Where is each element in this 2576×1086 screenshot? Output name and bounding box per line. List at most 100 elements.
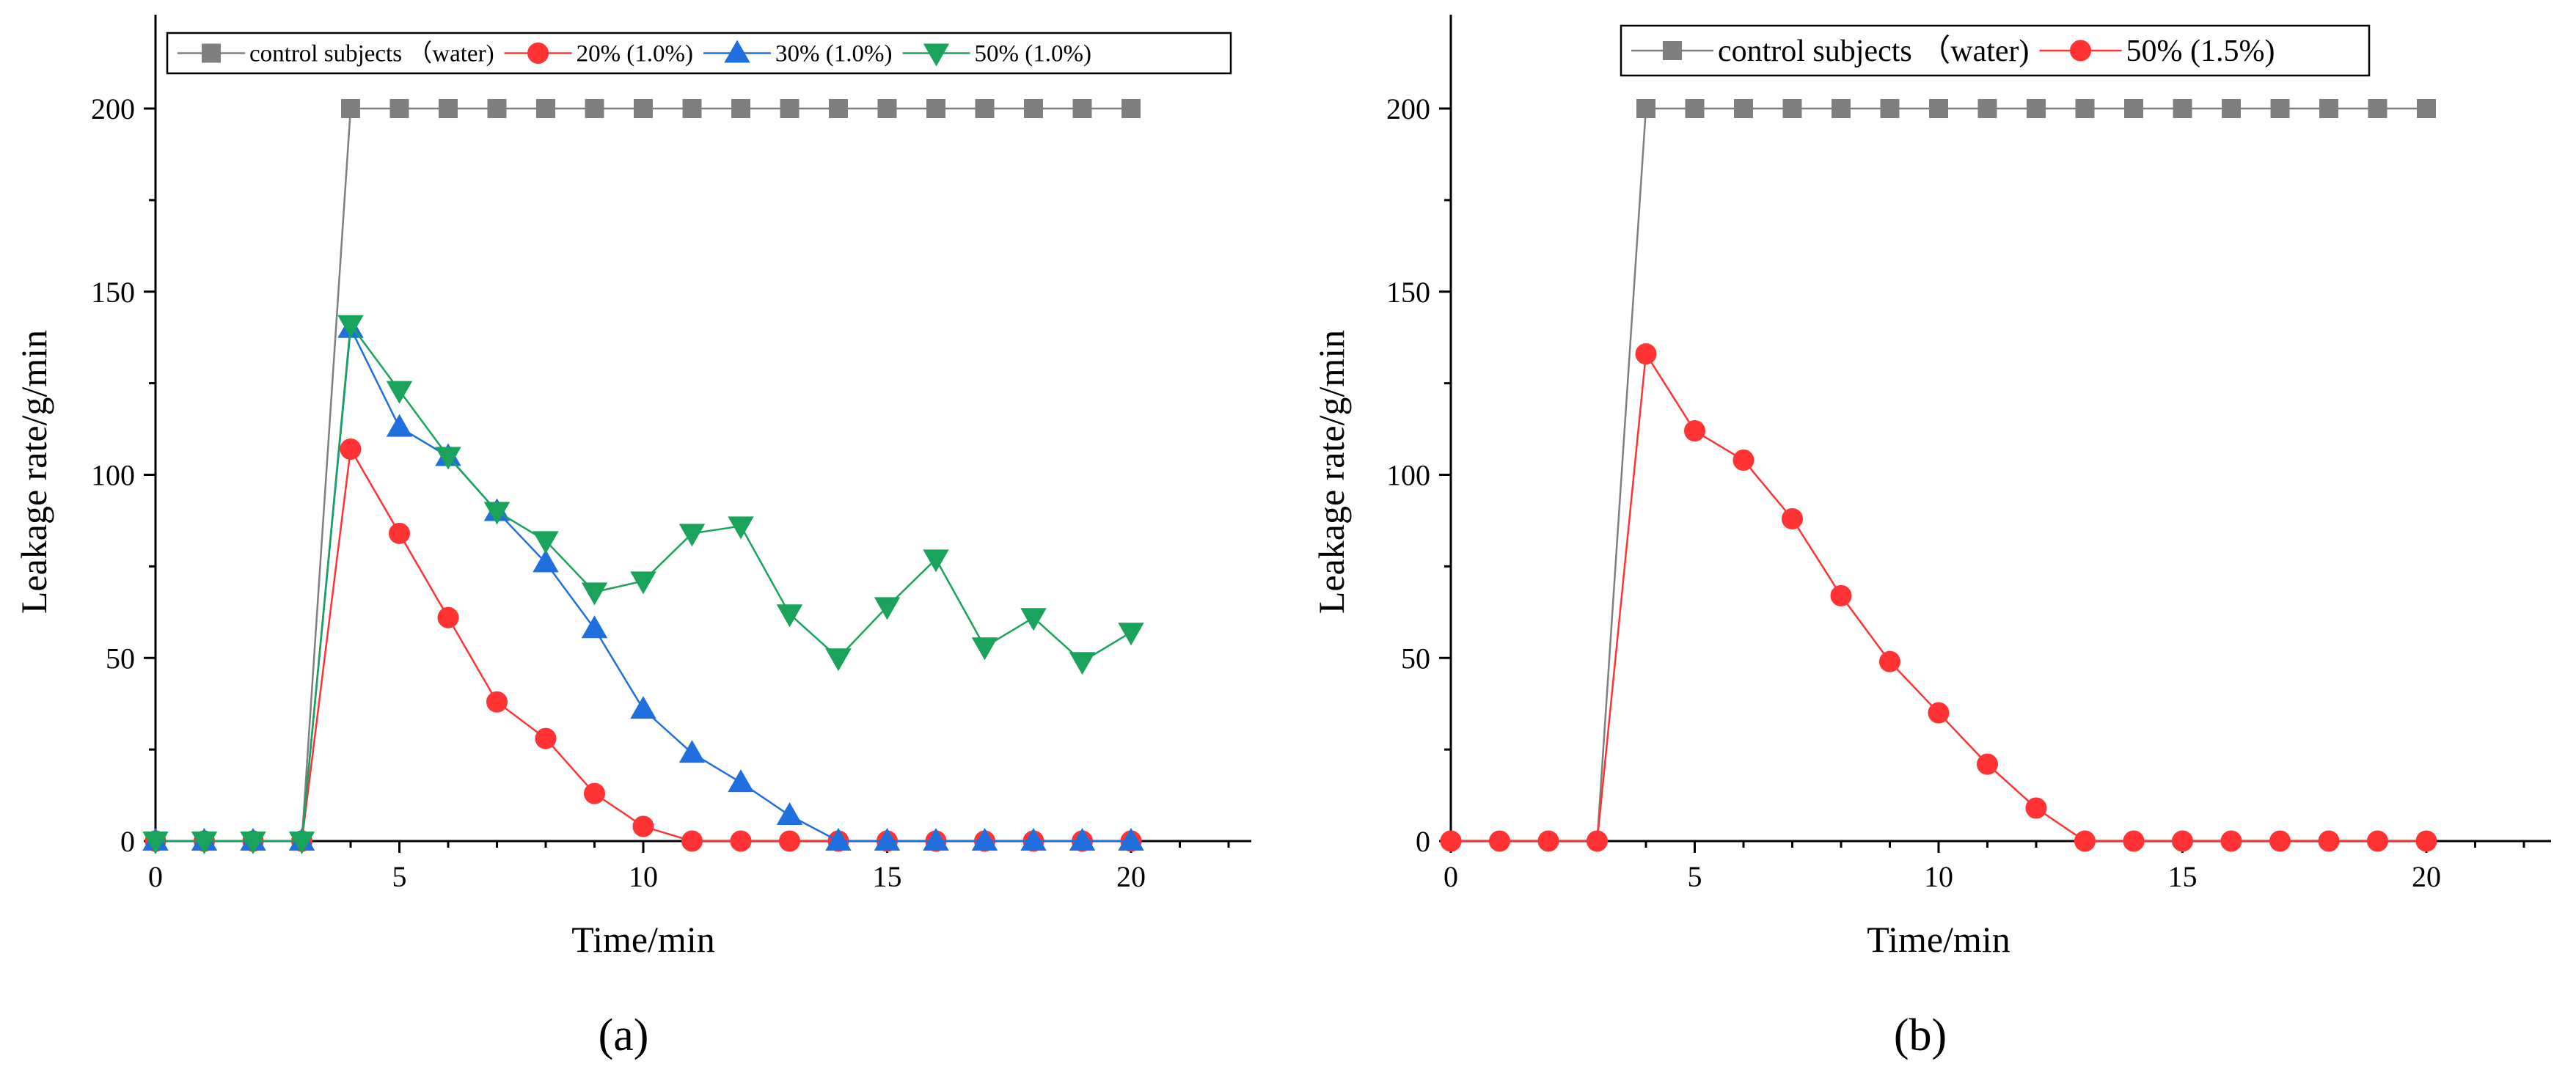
b-data-point (2417, 99, 2436, 118)
b-data-point (2319, 99, 2338, 118)
a-data-point (825, 648, 852, 672)
a-data-point (632, 815, 654, 837)
a-data-point (439, 99, 458, 118)
a-legend-box (166, 32, 1232, 75)
a-data-point (728, 769, 754, 793)
b-data-point (2172, 830, 2193, 852)
b-data-point (2027, 99, 2046, 118)
a-y-tick-label: 50 (106, 642, 135, 675)
a-data-point (678, 524, 706, 547)
b-panel-label: (b) (1894, 1010, 1947, 1060)
a-y-tick-label: 200 (91, 92, 135, 125)
b-data-point (2368, 99, 2387, 118)
a-data-point (1069, 827, 1096, 851)
a-data-point (483, 502, 511, 525)
b-x-tick-label: 5 (1688, 860, 1702, 893)
a-data-point (240, 832, 266, 855)
b-legend-marker (1663, 41, 1682, 60)
b-x-tick-label: 10 (1924, 860, 1953, 893)
a-data-point (971, 637, 998, 661)
a-data-point (288, 832, 315, 855)
a-x-tick-label: 0 (148, 860, 163, 893)
b-data-point (2075, 99, 2095, 118)
a-data-point (389, 522, 410, 544)
a-data-point (585, 99, 604, 118)
b-x-axis-title: Time/min (1867, 919, 2010, 960)
a-legend-marker (724, 40, 750, 63)
a-x-axis-title: Time/min (571, 919, 714, 960)
a-data-point (975, 99, 995, 118)
a-legend-marker (923, 43, 950, 67)
a-data-point (971, 827, 998, 851)
a-y-axis-title: Leakage rate/g/min (13, 330, 54, 614)
b-y-tick-label: 100 (1386, 459, 1430, 492)
a-x-tick-label: 15 (873, 860, 902, 893)
a-data-point (340, 439, 362, 461)
a-y-tick-label: 150 (91, 276, 135, 309)
a-data-point (1020, 827, 1047, 851)
a-data-point (780, 99, 799, 118)
a-data-point (630, 696, 656, 719)
a-data-point (634, 99, 653, 118)
a-data-point (1024, 99, 1043, 118)
a-data-point (581, 582, 608, 606)
b-y-tick-label: 50 (1401, 642, 1430, 675)
a-data-point (337, 315, 364, 338)
a-data-point (923, 549, 949, 573)
a-data-point (776, 604, 803, 628)
b-data-point (1782, 99, 1802, 118)
b-data-point (1635, 343, 1657, 365)
a-data-point (533, 549, 559, 573)
a-data-point (386, 414, 413, 437)
a-data-point (728, 516, 754, 540)
b-legend-marker (2070, 40, 2092, 62)
a-x-tick-label: 20 (1116, 860, 1146, 893)
a-legend-label: 30% (1.0%) (775, 41, 892, 67)
b-data-point (1636, 99, 1655, 118)
b-y-axis-title: Leakage rate/g/min (1311, 330, 1352, 614)
b-data-point (1537, 830, 1559, 852)
b-y-tick-label: 150 (1386, 276, 1430, 309)
a-data-point (533, 531, 559, 554)
a-data-point (1121, 99, 1141, 118)
a-data-point (581, 615, 608, 639)
b-data-point (1782, 507, 1803, 529)
b-data-point (1440, 830, 1462, 852)
a-y-tick-label: 100 (91, 459, 135, 492)
b-data-point (2025, 797, 2047, 819)
b-data-point (1832, 99, 1851, 118)
a-legend-label: control subjects （water) (249, 41, 494, 67)
a-x-tick-label: 10 (629, 860, 658, 893)
a-data-point (1072, 99, 1092, 118)
a-data-point (681, 830, 703, 852)
a-data-point (1118, 623, 1144, 646)
b-legend: control subjects （water) 50% (1.5%) (1620, 24, 2371, 77)
b-data-point (1732, 450, 1754, 472)
b-data-point (2269, 830, 2291, 852)
b-y-tick-label: 200 (1386, 92, 1430, 125)
a-data-point (191, 832, 218, 855)
a-data-point (776, 802, 803, 826)
b-data-point (1977, 99, 1997, 118)
a-data-point (435, 447, 461, 470)
a-data-point (486, 691, 508, 713)
b-series-line-1 (1451, 351, 2426, 843)
a-data-point (389, 99, 409, 118)
a-data-point (437, 606, 459, 628)
b-x-tick-label: 0 (1443, 860, 1458, 893)
a-data-point (536, 99, 555, 118)
b-data-point (2124, 99, 2143, 118)
a-legend-marker (202, 43, 221, 63)
a-legend-label: 50% (1.0%) (975, 41, 1091, 67)
a-data-point (1069, 652, 1096, 675)
a-data-point (877, 99, 897, 118)
a-data-point (1020, 608, 1047, 631)
a-data-point (142, 832, 169, 855)
b-legend-label: 50% (1.5%) (2126, 34, 2275, 68)
b-data-point (1830, 584, 1852, 606)
b-data-point (2270, 99, 2290, 118)
a-data-point (923, 827, 949, 851)
a-panel-label: (a) (599, 1010, 649, 1060)
